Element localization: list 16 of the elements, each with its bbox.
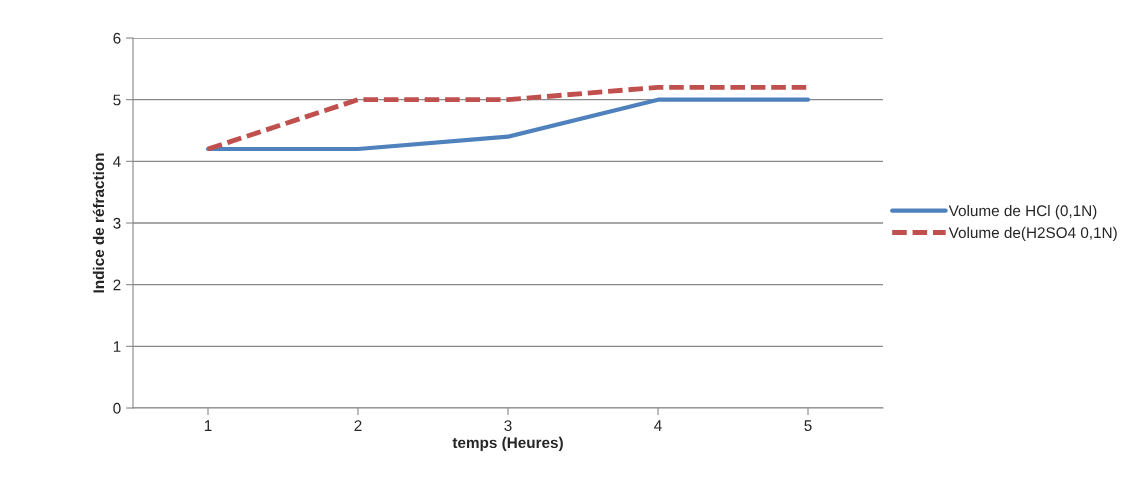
legend-label: Volume de(H2SO4 0,1N) (948, 226, 1117, 242)
y-tick-label: 4 (113, 156, 121, 167)
y-tick-label: 2 (113, 279, 121, 291)
y-tick-label: 5 (113, 94, 121, 106)
y-tick-label: 3 (113, 217, 121, 229)
y-tick-label: 6 (113, 32, 121, 44)
y-tick-label: 0 (113, 402, 121, 414)
x-axis-title: temps (Heures) (452, 436, 563, 452)
legend-label: Volume de HCl (0,1N) (948, 204, 1097, 220)
x-tick-label: 2 (354, 420, 362, 431)
y-axis-title: Indice de réfraction (92, 153, 105, 293)
y-tick-label: 1 (113, 341, 121, 352)
x-tick-label: 1 (204, 420, 212, 431)
x-tick-label: 5 (804, 420, 812, 432)
x-tick-label: 4 (654, 420, 662, 431)
x-tick-label: 3 (504, 420, 512, 432)
